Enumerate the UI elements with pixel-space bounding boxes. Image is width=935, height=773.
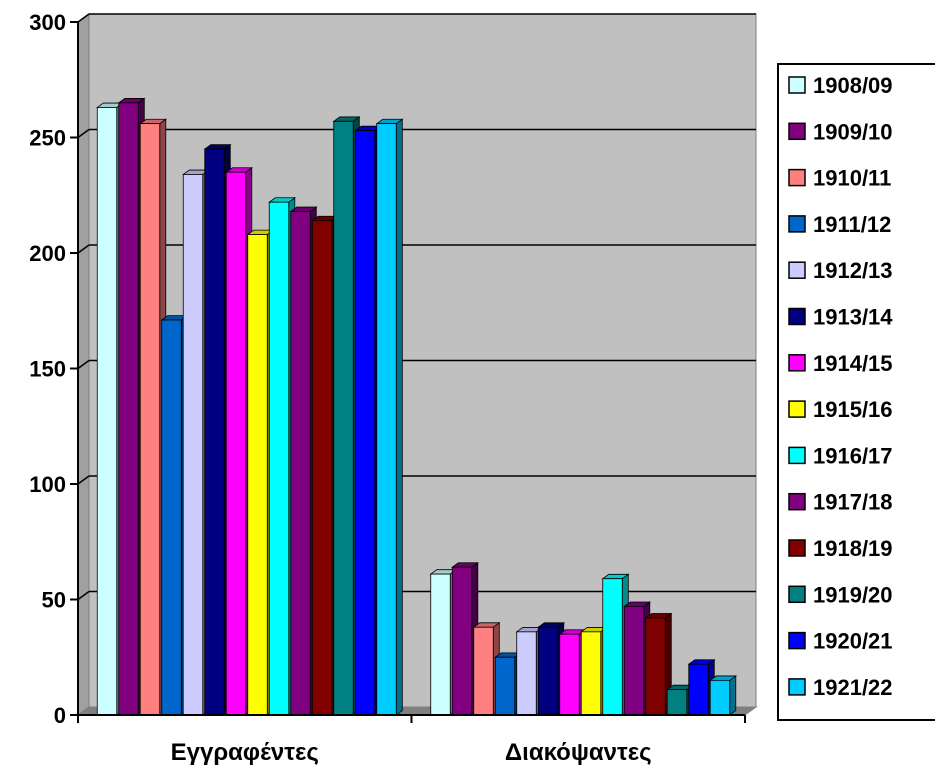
- y-tick-label: 250: [29, 126, 66, 151]
- gridline-side: [77, 590, 90, 601]
- bar: [687, 658, 716, 716]
- bar-front: [709, 679, 731, 716]
- bar-front: [623, 606, 645, 716]
- bar-front: [430, 573, 451, 716]
- legend-label: 1920/21: [813, 629, 893, 654]
- y-axis-ticks: 0 50 100 150 200 250 300: [29, 10, 78, 728]
- legend-item: 1910/11: [788, 166, 891, 191]
- y-tick-label: 100: [29, 472, 66, 497]
- bar-front: [354, 130, 376, 716]
- legend-swatch: [788, 539, 806, 557]
- bar-side: [395, 118, 403, 716]
- legend: 1908/09 1909/10 1910/11 1911/12 1912/13 1913/…: [777, 63, 935, 721]
- bar-front: [451, 566, 473, 716]
- y-tick-label: 50: [42, 588, 66, 613]
- bar-front: [182, 174, 204, 716]
- y-tick-label: 200: [29, 241, 66, 266]
- bar-front: [161, 319, 182, 716]
- legend-item: 1918/19: [788, 536, 893, 561]
- category-label: Εγγραφέντες: [171, 739, 319, 766]
- bar-front: [580, 631, 602, 716]
- legend-swatch: [788, 307, 806, 326]
- legend-swatch: [788, 585, 806, 604]
- legend-swatch: [788, 631, 806, 650]
- legend-label: 1912/13: [813, 258, 893, 283]
- gridline-side: [77, 128, 90, 139]
- legend-item: 1920/21: [788, 629, 893, 654]
- legend-label: 1908/09: [813, 73, 893, 98]
- legend-item: 1921/22: [788, 675, 893, 700]
- bars: [96, 97, 738, 716]
- legend-item: 1912/13: [788, 258, 893, 283]
- bar-front: [537, 626, 559, 716]
- legend-label: 1914/15: [813, 351, 893, 376]
- bar-side: [729, 675, 737, 716]
- legend-label: 1916/17: [813, 443, 893, 468]
- legend-label: 1911/12: [813, 212, 891, 237]
- bar-front: [225, 171, 247, 716]
- legend-item: 1915/16: [788, 397, 893, 422]
- legend-swatch: [788, 76, 806, 94]
- legend-swatch: [788, 678, 806, 696]
- bar-front: [666, 689, 688, 716]
- legend-swatch: [788, 215, 806, 233]
- bar-front: [139, 123, 161, 716]
- bar-front: [311, 220, 333, 716]
- legend-label: 1919/20: [813, 582, 893, 607]
- gridline-side: [77, 13, 90, 23]
- legend-item: 1916/17: [788, 443, 893, 468]
- legend-swatch: [788, 446, 806, 465]
- bar-front: [376, 123, 397, 716]
- legend-item: 1913/14: [788, 305, 893, 330]
- bar-front: [645, 617, 666, 716]
- legend-label: 1915/16: [813, 397, 893, 422]
- bar-front: [118, 102, 139, 716]
- legend-label: 1918/19: [813, 536, 893, 561]
- bar-front: [494, 656, 516, 716]
- bar-front: [559, 633, 580, 716]
- y-tick-label: 300: [29, 10, 66, 35]
- legend-item: 1919/20: [788, 582, 893, 607]
- bar-front: [290, 211, 311, 716]
- category-label: Διακόψαντες: [505, 739, 652, 766]
- legend-swatch: [788, 492, 806, 511]
- legend-item: 1908/09: [788, 73, 893, 98]
- legend-label: 1909/10: [813, 119, 893, 144]
- bar: [709, 675, 738, 716]
- legend-box: [777, 63, 935, 721]
- bar-front: [204, 148, 225, 716]
- bar-front: [516, 631, 537, 716]
- legend-swatch: [788, 354, 806, 372]
- legend-item: 1914/15: [788, 351, 893, 376]
- bar-front: [96, 107, 118, 716]
- legend-swatch: [788, 400, 806, 418]
- bar: [451, 561, 480, 716]
- bar-front: [268, 201, 290, 716]
- legend-label: 1917/18: [813, 490, 893, 515]
- legend-swatch: [788, 168, 806, 187]
- y-tick-label: 150: [29, 357, 66, 382]
- legend-item: 1911/12: [788, 212, 891, 237]
- bar: [375, 118, 404, 716]
- gridline-side: [77, 475, 90, 485]
- legend-swatch: [788, 122, 806, 141]
- gridline-side: [77, 244, 90, 254]
- legend-label: 1910/11: [813, 166, 891, 191]
- bar-front: [688, 663, 709, 716]
- legend-swatch: [788, 261, 806, 279]
- gridline-side: [77, 359, 90, 370]
- legend-label: 1921/22: [813, 675, 893, 700]
- bar-front: [473, 626, 494, 716]
- bar-front: [333, 120, 354, 716]
- legend-item: 1909/10: [788, 119, 893, 144]
- legend-label: 1913/14: [813, 305, 893, 330]
- bar-front: [247, 234, 268, 716]
- bar-front: [602, 578, 623, 716]
- x-axis-categories: Εγγραφέντες Διακόψαντες: [171, 739, 652, 766]
- legend-item: 1917/18: [788, 490, 893, 515]
- y-tick-label: 0: [54, 703, 66, 728]
